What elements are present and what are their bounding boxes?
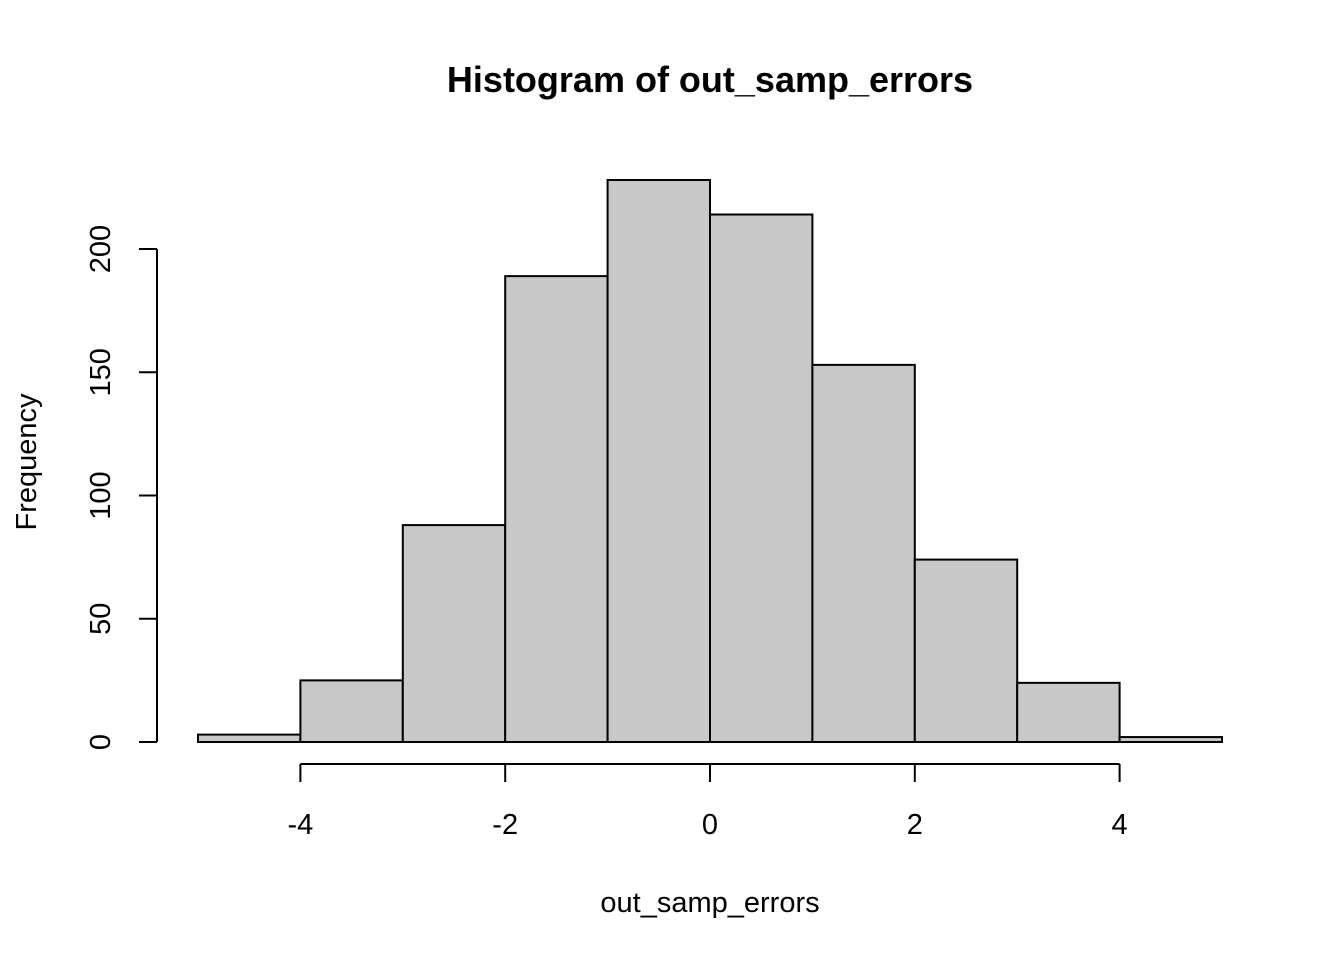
x-tick-label: -2 [492,809,518,841]
histogram-bar [811,363,916,743]
bars-group [197,179,1223,744]
histogram-bar [504,275,609,743]
histogram-bar [913,558,1019,743]
x-axis: -4 -2 0 2 4 [288,763,1128,841]
histogram-bar [197,733,302,744]
histogram-bar [709,213,814,743]
y-tick-label: 200 [85,225,117,273]
histogram-bar [401,524,507,743]
x-tick-label: 0 [702,809,718,841]
y-tick-label: 150 [85,348,117,396]
y-axis: 0 50 100 150 200 [85,225,158,750]
y-tick-label: 50 [85,603,117,635]
x-tick-label: -4 [288,809,314,841]
y-tick-label: 100 [85,471,117,519]
x-tick-label: 2 [907,809,923,841]
chart-title: Histogram of out_samp_errors [447,59,973,100]
y-tick-label: 0 [85,734,117,750]
histogram-bar [299,679,404,744]
histogram-bar [1118,736,1223,744]
x-tick-label: 4 [1112,809,1128,841]
y-axis-label: Frequency [11,393,43,531]
x-axis-label: out_samp_errors [600,887,819,919]
histogram-bar [1016,681,1121,743]
histogram-bar [606,179,711,743]
